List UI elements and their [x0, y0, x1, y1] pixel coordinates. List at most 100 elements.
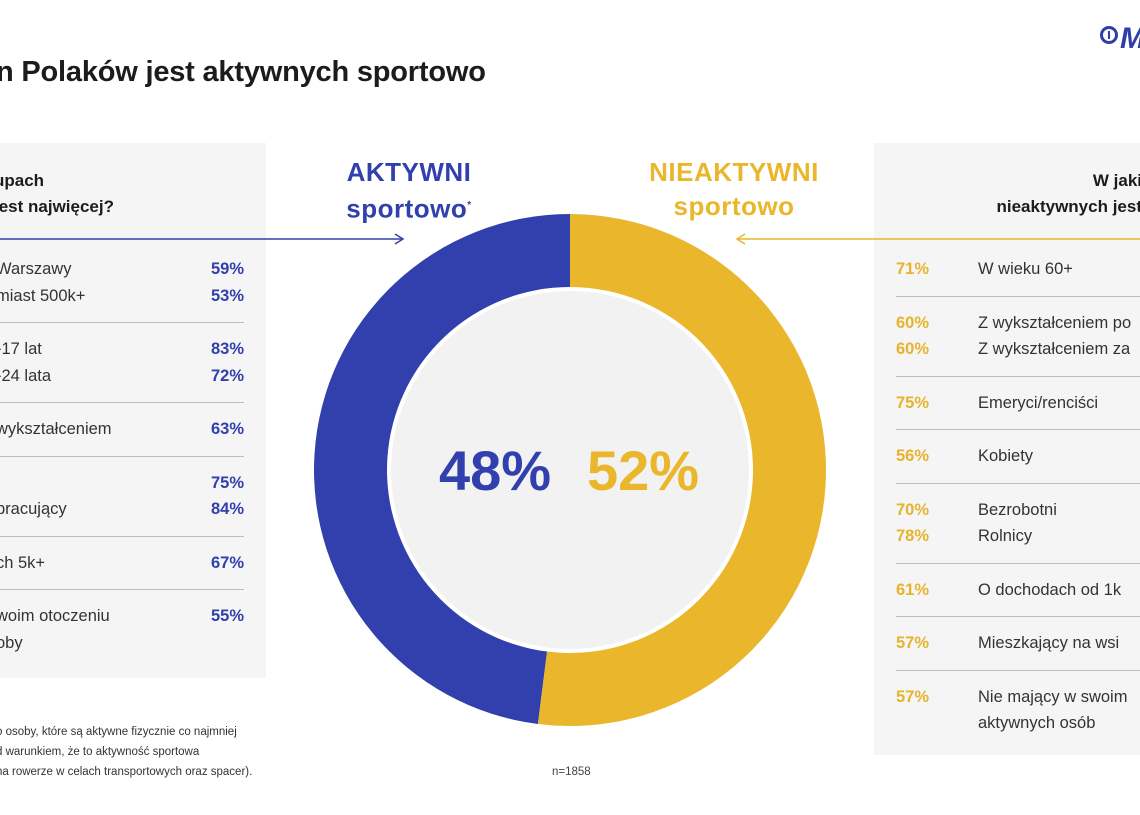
inactive-label-line2: sportowo	[673, 191, 795, 221]
group-row: miast 500k+ 53%	[0, 283, 244, 310]
group-label: Warszawy	[0, 260, 72, 278]
group-percent: 61%	[896, 580, 930, 599]
group-divider	[896, 482, 1140, 484]
group-label: woim otoczeniu	[0, 607, 110, 625]
group-row: W wieku 60+ 71%	[874, 256, 1140, 283]
group-percent: 59%	[210, 260, 244, 278]
group-label: Z wykształceniem po	[978, 313, 1132, 332]
group-label: ch 5k+	[0, 553, 46, 572]
group-percent: 60%	[896, 340, 930, 358]
group-percent: 57%	[896, 634, 930, 652]
group-row: wykształceniem 63%	[0, 416, 244, 443]
slice-active	[313, 214, 570, 724]
group-divider	[0, 455, 244, 457]
inactive-panel-header: W jaki nieaktywnych jest	[996, 168, 1140, 220]
active-group: Warszawy 59% miast 500k+ 53%	[0, 256, 244, 309]
group-label: Rolnicy	[978, 527, 1033, 545]
inactive-panel-header-line: W jaki	[1092, 171, 1140, 190]
group-label: pracujący	[0, 500, 67, 518]
inactive-group: Emeryci/renciści 75%	[874, 390, 1140, 417]
group-percent: 67%	[210, 553, 244, 572]
group-label: W wieku 60+	[978, 260, 1073, 278]
inactive-group: Z wykształceniem po 60% Z wykształceniem z…	[874, 310, 1140, 363]
group-label: oby	[0, 633, 23, 652]
active-arrow	[0, 233, 405, 245]
logo-letter: M	[1120, 22, 1140, 56]
group-divider	[896, 562, 1140, 564]
active-label-line2: sportowo*	[346, 193, 472, 224]
group-percent: 75%	[210, 473, 244, 492]
group-percent: 84%	[210, 500, 244, 518]
group-row: woim otoczeniu 55%	[0, 603, 244, 630]
value-label-inactive: 52%	[587, 439, 699, 502]
group-row: Kobiety 56%	[874, 443, 1140, 470]
group-divider	[0, 589, 244, 590]
group-divider	[896, 616, 1140, 617]
group-label: wykształceniem	[0, 420, 112, 438]
page-title: n Polaków jest aktywnych sportowo	[0, 56, 486, 88]
group-label: Mieszkający na wsi	[978, 634, 1120, 652]
inactive-label-line1: NIEAKTYWNI	[649, 157, 819, 187]
group-percent: 57%	[896, 687, 930, 706]
active-series-label: AKTYWNI sportowo*	[334, 155, 484, 226]
group-percent: 53%	[210, 286, 244, 305]
footnote-line: o osoby, które są aktywne fizycznie co n…	[0, 726, 237, 738]
group-divider	[0, 535, 244, 537]
group-percent: 55%	[210, 607, 244, 625]
group-label: Z wykształceniem za	[978, 340, 1131, 358]
group-row: oby	[0, 630, 244, 657]
inactive-groups-panel	[874, 143, 1140, 755]
group-row: ch 5k+ 67%	[0, 550, 244, 577]
group-row: 75%	[0, 470, 244, 497]
active-label-line1: AKTYWNI	[346, 157, 472, 187]
group-percent: 75%	[896, 393, 930, 412]
active-group: -17 lat 83% -24 lata 72%	[0, 336, 244, 389]
inactive-group: Nie mający w swoim 57% aktywnych osób	[874, 684, 1140, 737]
group-label: miast 500k+	[0, 286, 86, 305]
inactive-series-label: NIEAKTYWNI sportowo	[636, 155, 832, 223]
group-label: O dochodach od 1k	[978, 580, 1122, 599]
group-divider	[896, 375, 1140, 377]
group-row: Nie mający w swoim 57%	[874, 684, 1140, 711]
group-row: -24 lata 72%	[0, 363, 244, 390]
group-divider	[896, 295, 1140, 297]
group-divider	[896, 669, 1140, 671]
group-divider	[0, 402, 244, 403]
group-label: aktywnych osób	[978, 714, 1096, 732]
inactive-group: Bezrobotni 70% Rolnicy 78%	[874, 497, 1140, 550]
group-percent: 70%	[896, 500, 930, 519]
group-label: -24 lata	[0, 366, 52, 385]
sample-size: n=1858	[552, 766, 591, 778]
group-percent: 71%	[896, 260, 930, 278]
group-row: aktywnych osób	[874, 710, 1140, 737]
active-group: 75% pracujący 84%	[0, 470, 244, 523]
active-groups-panel	[0, 143, 266, 678]
group-label: Bezrobotni	[978, 500, 1057, 519]
group-row: O dochodach od 1k 61%	[874, 577, 1140, 604]
footnote: o osoby, które są aktywne fizycznie co n…	[0, 722, 252, 782]
group-row: pracujący 84%	[0, 496, 244, 523]
group-row: Emeryci/renciści 75%	[874, 390, 1140, 417]
active-group: ch 5k+ 67%	[0, 550, 244, 577]
inactive-panel-header-line: nieaktywnych jest	[996, 197, 1140, 216]
group-percent: 60%	[896, 313, 930, 332]
inactive-arrow	[735, 233, 1140, 245]
value-label-active: 48%	[439, 439, 551, 502]
active-panel-header: upach jest najwięcej?	[0, 168, 114, 220]
group-divider	[0, 322, 244, 323]
group-row: Warszawy 59%	[0, 256, 244, 283]
inactive-group: W wieku 60+ 71%	[874, 256, 1140, 283]
group-percent: 78%	[896, 527, 930, 545]
group-row: Bezrobotni 70%	[874, 497, 1140, 524]
inactive-group: Kobiety 56%	[874, 443, 1140, 470]
inactive-group: Mieszkający na wsi 57%	[874, 630, 1140, 657]
group-row: Z wykształceniem za 60%	[874, 336, 1140, 363]
donut-center	[391, 291, 749, 649]
active-panel-header-line: upach	[0, 171, 45, 190]
active-group: wykształceniem 63%	[0, 416, 244, 443]
group-row: Mieszkający na wsi 57%	[874, 630, 1140, 657]
group-divider	[896, 429, 1140, 430]
group-percent: 63%	[210, 420, 244, 438]
active-group: woim otoczeniu 55% oby	[0, 603, 244, 656]
